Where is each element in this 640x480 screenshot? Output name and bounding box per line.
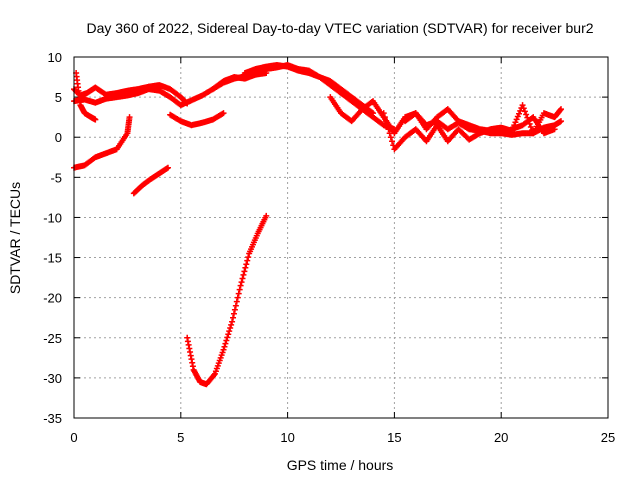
grid-lines <box>74 57 608 418</box>
data-point <box>263 212 270 219</box>
x-tick-label: 5 <box>177 430 184 445</box>
y-tick-label: -30 <box>43 371 62 386</box>
data-point-interp <box>384 122 391 129</box>
data-point-interp <box>381 114 388 121</box>
data-point-interp <box>240 271 247 278</box>
data-point-interp <box>520 105 527 112</box>
data-point-interp <box>227 324 234 331</box>
data-point-interp <box>389 138 396 145</box>
data-point-interp <box>523 111 530 118</box>
y-tick-label: 5 <box>55 90 62 105</box>
data-point-interp <box>234 294 241 301</box>
data-point-interp <box>243 261 250 268</box>
series-arc-5 <box>130 164 171 197</box>
data-point-interp <box>223 337 230 344</box>
series-arc-9 <box>241 62 398 133</box>
data-point <box>164 164 171 171</box>
data-point-interp <box>238 279 245 286</box>
data-point-interp <box>239 275 246 282</box>
data-point <box>380 110 387 117</box>
series-arc-12 <box>402 106 558 137</box>
series-arc-2 <box>71 82 191 107</box>
data-point-interp <box>221 343 228 350</box>
data-point-interp <box>211 372 218 379</box>
data-point-interp <box>233 298 240 305</box>
data-point-interp <box>387 134 394 141</box>
data-point-interp <box>231 306 238 313</box>
data-point-interp <box>513 116 520 123</box>
x-tick-label: 25 <box>601 430 615 445</box>
y-axis-label: SDTVAR / TECUs <box>7 182 23 294</box>
y-tick-label: -25 <box>43 331 62 346</box>
x-tick-label: 0 <box>70 430 77 445</box>
y-tick-label: -20 <box>43 291 62 306</box>
data-point <box>184 100 191 107</box>
y-tick-label: -15 <box>43 251 62 266</box>
y-tick-label: -5 <box>50 170 62 185</box>
data-point-interp <box>236 286 243 293</box>
data-point-interp <box>226 328 233 335</box>
series-arc-7 <box>167 110 227 129</box>
x-axis-label: GPS time / hours <box>287 457 394 473</box>
data-markers <box>71 62 565 388</box>
data-point-interp <box>383 118 390 125</box>
plot-frame <box>73 56 609 419</box>
series-arc-4 <box>73 70 99 123</box>
series-arc-3 <box>71 114 133 171</box>
data-point-interp <box>385 126 392 133</box>
data-point-interp <box>225 331 232 338</box>
data-point <box>92 116 99 123</box>
chart-title: Day 360 of 2022, Sidereal Day-to-day VTE… <box>86 20 593 36</box>
x-tick-label: 10 <box>280 430 294 445</box>
x-tick-label: 20 <box>494 430 508 445</box>
series-arc-6 <box>184 212 270 388</box>
data-point-interp <box>521 108 528 115</box>
data-point-interp <box>514 113 521 120</box>
data-point-interp <box>241 268 248 275</box>
data-point-interp <box>512 119 519 126</box>
data-point <box>220 346 227 353</box>
data-point-interp <box>244 257 251 264</box>
y-tick-label: -10 <box>43 210 62 225</box>
series-arc-11 <box>380 102 565 153</box>
data-point-interp <box>228 321 235 328</box>
data-point <box>558 118 565 125</box>
data-point-interp <box>230 314 237 321</box>
data-point <box>519 102 526 109</box>
y-tick-label: 10 <box>48 50 62 65</box>
y-tick-label: 0 <box>55 130 62 145</box>
data-point-interp <box>516 110 522 117</box>
data-point-interp <box>224 334 231 341</box>
data-point-interp <box>230 310 237 317</box>
data-point <box>558 106 565 113</box>
data-point <box>220 110 227 117</box>
y-tick-label: -35 <box>43 411 62 426</box>
data-point-interp <box>245 254 252 261</box>
data-point-interp <box>242 264 249 271</box>
data-point <box>237 282 244 289</box>
data-point-interp <box>222 340 229 347</box>
data-point-interp <box>386 130 393 137</box>
data-point-interp <box>232 302 239 309</box>
data-point <box>126 114 133 121</box>
data-point <box>229 318 236 325</box>
axis-ticks: 0 5 10 15 20 25 10 5 0 -5 -10 -15 -20 -25 -30 -35 <box>43 50 615 445</box>
data-point <box>551 126 558 133</box>
data-point-interp <box>235 290 242 297</box>
x-tick-label: 15 <box>387 430 401 445</box>
data-point-interp <box>527 123 534 130</box>
